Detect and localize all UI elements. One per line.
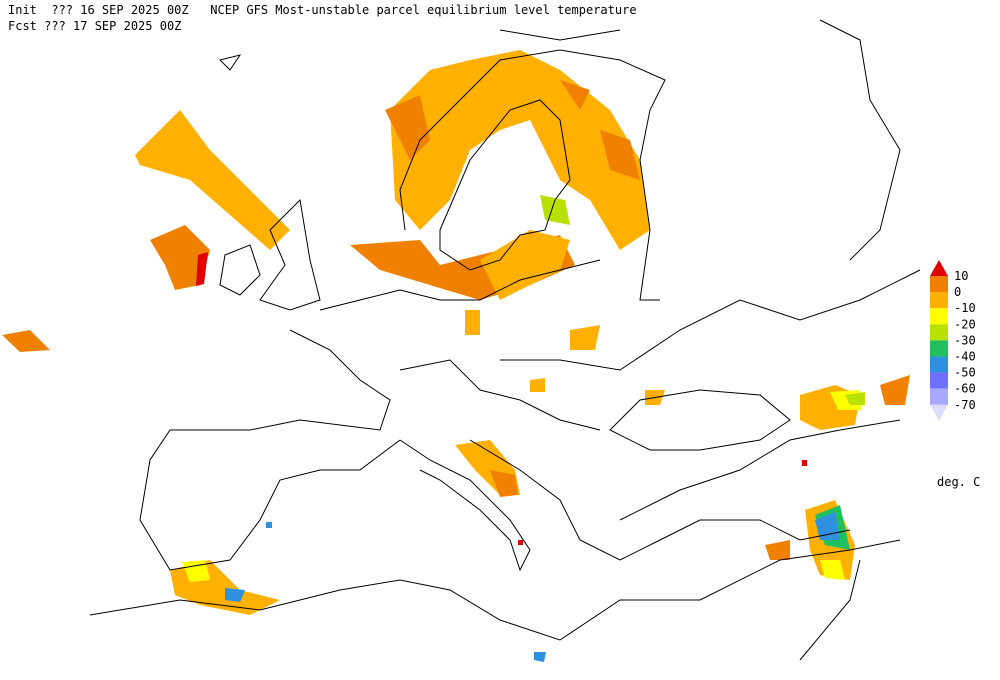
coastlines bbox=[89, 19, 921, 661]
header-line: Init ??? 16 SEP 2025 00Z NCEP GFS Most-u… bbox=[8, 3, 637, 17]
legend-swatch bbox=[930, 324, 948, 341]
legend-label: -50 bbox=[954, 366, 976, 380]
color-legend: 10 0 -10 -20 -30 -40 -50 -60 -70 bbox=[930, 260, 976, 421]
legend-label: -20 bbox=[954, 317, 976, 331]
legend-unit: deg. C bbox=[937, 475, 980, 489]
legend-arrow bbox=[930, 404, 948, 421]
legend-label: 0 bbox=[954, 285, 961, 299]
legend-swatch bbox=[930, 356, 948, 373]
legend-swatch bbox=[930, 388, 948, 405]
legend-label: -10 bbox=[954, 301, 976, 315]
legend-label: -40 bbox=[954, 350, 976, 364]
legend-swatch bbox=[930, 308, 948, 325]
legend-swatch bbox=[930, 292, 948, 309]
legend-arrow bbox=[930, 260, 948, 276]
legend-swatch bbox=[930, 276, 948, 293]
legend-swatch bbox=[930, 372, 948, 389]
legend-label: -60 bbox=[954, 382, 976, 396]
field-shading bbox=[2, 50, 910, 662]
legend-label: 10 bbox=[954, 269, 968, 283]
header-line: Fcst ??? 17 SEP 2025 00Z bbox=[8, 19, 181, 33]
legend-swatch bbox=[930, 340, 948, 357]
legend-label: -70 bbox=[954, 398, 976, 412]
legend-label: -30 bbox=[954, 333, 976, 347]
